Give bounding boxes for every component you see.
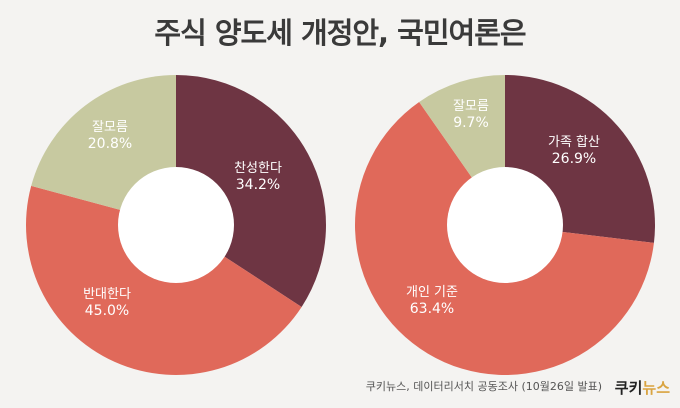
source-note: 쿠키뉴스, 데이터리서치 공동조사 (10월26일 발표) — [365, 380, 602, 393]
slice-value-1-1: 63.4% — [410, 301, 454, 317]
slice-value-0-0: 34.2% — [236, 177, 280, 193]
slice-value-1-2: 9.7% — [453, 115, 489, 131]
slice-label-0-2: 잘모름 — [92, 120, 128, 135]
donut-hole — [447, 167, 563, 283]
slice-label-0-0: 찬성한다 — [234, 161, 282, 176]
page-title: 주식 양도세 개정안, 국민여론은 — [154, 16, 526, 50]
brand-part2: 뉴스 — [642, 379, 670, 397]
slice-value-0-2: 20.8% — [88, 136, 132, 152]
brand-part1: 쿠키 — [614, 379, 643, 397]
slice-label-0-1: 반대한다 — [83, 287, 131, 302]
slice-value-0-1: 45.0% — [85, 303, 129, 319]
slice-label-1-0: 가족 합산 — [548, 135, 600, 150]
slice-label-1-1: 개인 기준 — [406, 285, 458, 300]
slice-label-1-2: 잘모름 — [453, 99, 489, 114]
donut-hole — [118, 167, 234, 283]
brand-logo: 쿠키뉴스 — [615, 377, 670, 398]
slice-value-1-0: 26.9% — [552, 151, 596, 167]
